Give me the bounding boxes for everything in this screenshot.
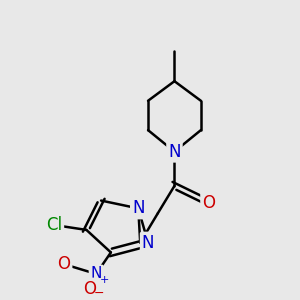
Text: −: − — [94, 287, 104, 300]
Text: N: N — [91, 266, 102, 281]
Text: +: + — [99, 275, 109, 285]
Text: N: N — [132, 200, 145, 217]
Text: O: O — [202, 194, 215, 211]
Text: O: O — [57, 255, 70, 273]
Text: N: N — [142, 234, 154, 252]
Text: N: N — [168, 142, 181, 160]
Text: Cl: Cl — [46, 216, 62, 234]
Text: O: O — [83, 280, 96, 298]
